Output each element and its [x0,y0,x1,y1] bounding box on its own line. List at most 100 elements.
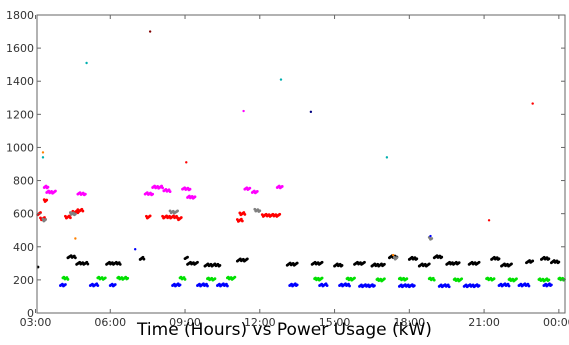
data-point [73,256,77,260]
data-point [280,185,284,188]
data-point [432,278,436,282]
data-point [142,257,146,261]
data-point [430,237,434,240]
outlier-point [185,161,188,164]
x-tick-label: 21:00 [468,316,500,329]
data-point [240,219,244,223]
data-point [161,186,164,190]
data-point [557,260,561,264]
x-tick-label: 09:00 [169,316,201,329]
data-point [225,284,229,288]
data-point [320,276,324,280]
outlier-point [279,78,283,81]
outlier-point [74,237,77,240]
y-tick-label: 400 [13,241,34,254]
x-axis: 03:00 06:00 09:00 12:00 15:00 18:00 21:00 00:00 [20,15,569,329]
data-point [395,256,399,260]
outlier-point [391,253,395,257]
data-point [373,284,376,288]
y-tick-label: 1400 [6,75,34,88]
data-point [66,277,70,281]
data-point [278,212,282,216]
data-point [492,277,496,281]
data-point [68,216,72,220]
data-point [213,277,217,281]
x-tick-label: 12:00 [244,316,276,329]
outlier-point [85,61,88,65]
y-tick-label: 1200 [6,108,34,121]
data-point [295,283,299,287]
data-point [186,255,189,259]
data-point [527,284,531,288]
y-tick-label: 200 [13,274,34,287]
data-point [193,195,197,199]
outlier-point [41,151,45,154]
data-point [427,262,431,266]
y-axis: 0 200 400 600 800 1000 1200 1400 1600 1800 [6,9,565,320]
data-point [218,263,222,267]
outlier-point [531,102,534,105]
data-point [382,277,386,281]
data-point [507,284,511,288]
data-point [83,192,87,196]
y-tick-label: 800 [13,175,34,188]
data-point [243,212,247,216]
data-point [176,209,179,213]
data-point [447,285,451,289]
data-point [457,261,461,265]
data-point [248,186,252,190]
outlier-point [385,156,389,159]
data-point [295,261,299,265]
data-point [515,277,518,281]
data-point [126,276,130,280]
outlier-point [148,30,152,33]
data-point [325,284,329,287]
outlier-points [41,30,534,257]
data-point [64,283,67,286]
data-point [353,276,356,280]
data-point [477,284,481,288]
data-point [151,192,155,196]
y-tick-label: 0 [27,307,34,320]
data-point [113,283,117,286]
data-point [245,257,249,261]
data-points [36,30,566,289]
plot-frame [36,14,566,314]
y-tick-label: 1800 [6,9,34,22]
series-2 [59,282,553,289]
data-point [73,212,77,216]
outlier-point [242,109,245,113]
data-point [178,283,182,287]
data-point [46,185,50,189]
data-point [179,216,183,219]
series-1 [61,275,566,283]
series-3 [36,198,282,223]
series-4 [42,184,284,200]
data-point [103,276,107,280]
x-tick-label: 15:00 [319,316,351,329]
outlier-point [309,110,313,114]
data-point [348,284,351,288]
data-point [118,263,122,266]
data-point [168,190,172,193]
data-point [255,190,259,193]
data-point [54,189,57,193]
data-point [45,198,49,202]
data-point [233,275,237,279]
data-point [196,260,199,264]
data-point [183,277,187,281]
x-tick-label: 00:00 [543,316,569,329]
y-tick-label: 600 [13,208,34,221]
data-point [320,260,324,264]
data-point [148,214,152,218]
data-point [547,257,551,261]
data-point [547,278,551,282]
data-point [206,284,209,288]
outlier-point [487,219,491,222]
y-tick-label: 1600 [6,42,34,55]
chart-title: Time (Hours) vs Power Usage (kW) [137,320,432,340]
series-0 [36,254,561,269]
y-tick-label: 1000 [6,141,34,154]
data-point [405,277,409,281]
